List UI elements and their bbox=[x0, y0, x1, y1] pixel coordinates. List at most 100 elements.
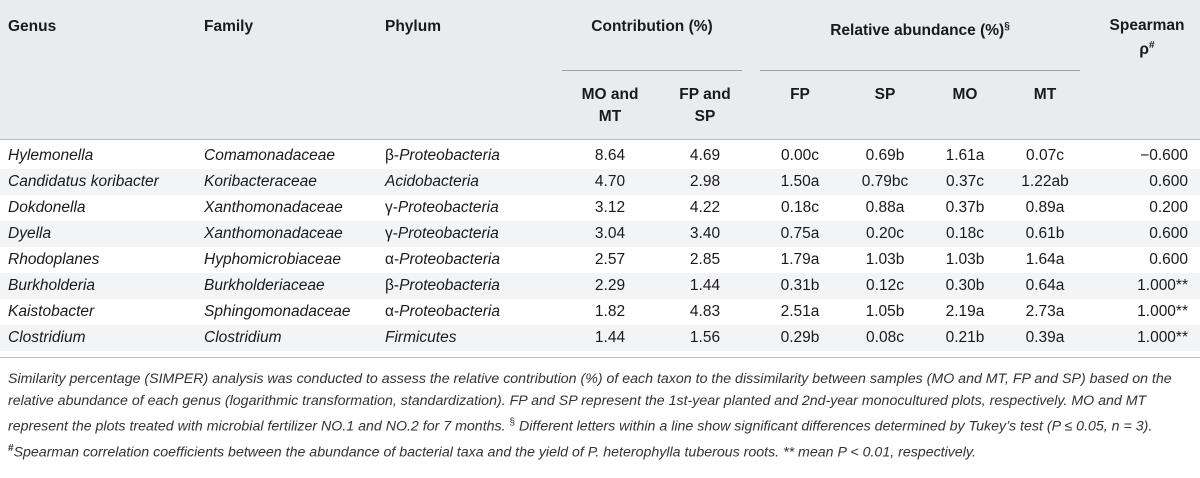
phylum-prefix: α- bbox=[385, 251, 400, 268]
cell-phylum: α-Proteobacteria bbox=[385, 303, 560, 321]
table-row: Rhodoplanes Hyphomicrobiaceae α-Proteobact… bbox=[0, 247, 1200, 273]
cell-family: Comamonadaceae bbox=[204, 147, 335, 164]
subheader-sp: SP bbox=[874, 86, 896, 103]
table-row: Hylemonella Comamonadaceae β-Proteobacteri… bbox=[0, 143, 1200, 169]
header-contribution: Contribution (%) bbox=[591, 18, 713, 35]
cell-abundance-mo: 0.37c bbox=[946, 173, 984, 190]
footnote-significance: ** mean P < 0.01, respectively. bbox=[783, 444, 976, 461]
cell-contribution-mo-mt: 3.12 bbox=[594, 199, 626, 216]
cell-phylum: β-Proteobacteria bbox=[385, 277, 560, 295]
table-row: Dyella Xanthomonadaceae γ-Proteobacteria 3.… bbox=[0, 221, 1200, 247]
phylum-name: Proteobacteria bbox=[399, 147, 500, 164]
subheader-mo-mt-line2: MT bbox=[598, 108, 622, 125]
cell-abundance-fp: 1.79a bbox=[780, 251, 820, 268]
header-spearman-label: Spearman bbox=[1109, 17, 1185, 34]
cell-abundance-mt: 1.22ab bbox=[1021, 173, 1069, 190]
phylum-prefix: γ- bbox=[385, 225, 398, 242]
cell-abundance-mt: 0.07c bbox=[1026, 147, 1064, 164]
cell-phylum: Acidobacteria bbox=[385, 173, 479, 190]
phylum-name: Proteobacteria bbox=[397, 225, 499, 242]
cell-abundance-mo: 0.18c bbox=[946, 225, 984, 242]
cell-abundance-fp: 1.50a bbox=[780, 173, 820, 190]
cell-family: Burkholderiaceae bbox=[204, 277, 325, 294]
cell-genus: Kaistobacter bbox=[8, 303, 95, 320]
subheader-fp-sp-line2: SP bbox=[694, 108, 716, 125]
cell-family: Koribacteraceae bbox=[204, 173, 317, 190]
footnote-spearman: Spearman correlation coefficients betwee… bbox=[13, 444, 780, 461]
cell-family: Sphingomonadaceae bbox=[204, 303, 351, 320]
cell-abundance-mo: 0.37b bbox=[945, 199, 985, 216]
cell-abundance-fp: 0.00c bbox=[781, 147, 819, 164]
cell-family: Hyphomicrobiaceae bbox=[204, 251, 341, 268]
header-relative-abundance-label: Relative abundance (%) bbox=[830, 22, 1005, 40]
cell-contribution-mo-mt: 1.44 bbox=[594, 329, 626, 346]
cell-contribution-fp-sp: 3.40 bbox=[689, 225, 721, 242]
cell-abundance-mt: 2.73a bbox=[1025, 303, 1065, 320]
cell-family: Xanthomonadaceae bbox=[204, 199, 343, 216]
cell-spearman-rho: 1.000** bbox=[1137, 277, 1188, 294]
cell-contribution-fp-sp: 1.56 bbox=[689, 329, 721, 346]
table-row: Clostridium Clostridium Firmicutes 1.44 1.56… bbox=[0, 325, 1200, 351]
cell-abundance-sp: 1.05b bbox=[865, 303, 905, 320]
cell-spearman-rho: 0.200 bbox=[1149, 199, 1188, 216]
header-phylum: Phylum bbox=[385, 18, 441, 35]
cell-abundance-fp: 0.31b bbox=[780, 277, 820, 294]
cell-genus: Clostridium bbox=[8, 329, 86, 346]
cell-genus: Candidatus koribacter bbox=[8, 173, 159, 190]
cell-phylum: α-Proteobacteria bbox=[385, 251, 560, 269]
cell-abundance-sp: 1.03b bbox=[865, 251, 905, 268]
phylum-name: Proteobacteria bbox=[399, 251, 500, 268]
cell-abundance-sp: 0.69b bbox=[865, 147, 905, 164]
cell-genus: Hylemonella bbox=[8, 147, 94, 164]
hash-mark: # bbox=[1149, 40, 1155, 51]
cell-abundance-mo: 0.21b bbox=[945, 329, 985, 346]
cell-genus: Dyella bbox=[8, 225, 52, 242]
header-bottom-rule bbox=[0, 139, 1200, 140]
cell-abundance-fp: 0.75a bbox=[780, 225, 820, 242]
cell-genus: Burkholderia bbox=[8, 277, 96, 294]
header-genus: Genus bbox=[8, 18, 57, 35]
footnote-section-mark: § bbox=[509, 417, 516, 428]
cell-spearman-rho: 0.600 bbox=[1149, 225, 1188, 242]
subheader-mo-mt: MO and MT bbox=[565, 84, 655, 128]
cell-abundance-mt: 0.89a bbox=[1025, 199, 1065, 216]
cell-contribution-fp-sp: 1.44 bbox=[689, 277, 721, 294]
cell-abundance-fp: 2.51a bbox=[780, 303, 820, 320]
cell-contribution-mo-mt: 1.82 bbox=[594, 303, 626, 320]
cell-spearman-rho: 1.000** bbox=[1137, 329, 1188, 346]
header-spearman-rho: ρ bbox=[1139, 41, 1150, 59]
phylum-name: Proteobacteria bbox=[399, 277, 500, 294]
cell-abundance-mt: 1.64a bbox=[1025, 251, 1065, 268]
phylum-prefix: β- bbox=[385, 277, 400, 294]
cell-contribution-fp-sp: 4.83 bbox=[689, 303, 721, 320]
cell-family: Xanthomonadaceae bbox=[204, 225, 343, 242]
cell-contribution-mo-mt: 2.57 bbox=[594, 251, 626, 268]
cell-contribution-mo-mt: 3.04 bbox=[594, 225, 626, 242]
subheader-fp-sp: FP and SP bbox=[660, 84, 750, 128]
cell-abundance-mt: 0.61b bbox=[1025, 225, 1065, 242]
cell-family: Clostridium bbox=[204, 329, 282, 346]
abundance-rule bbox=[760, 70, 1080, 71]
cell-abundance-sp: 0.08c bbox=[866, 329, 904, 346]
header-family: Family bbox=[204, 18, 254, 35]
cell-phylum: γ-Proteobacteria bbox=[385, 199, 560, 217]
cell-contribution-fp-sp: 2.98 bbox=[689, 173, 721, 190]
cell-abundance-mo: 2.19a bbox=[945, 303, 985, 320]
subheader-fp-sp-line1: FP and bbox=[679, 86, 731, 103]
table-bottom-rule bbox=[0, 357, 1200, 358]
cell-spearman-rho: 0.600 bbox=[1149, 251, 1188, 268]
subheader-fp: FP bbox=[790, 86, 810, 103]
cell-abundance-mo: 0.30b bbox=[945, 277, 985, 294]
cell-contribution-fp-sp: 4.22 bbox=[689, 199, 721, 216]
cell-phylum: γ-Proteobacteria bbox=[385, 225, 560, 243]
table-row: Kaistobacter Sphingomonadaceae α-Proteobac… bbox=[0, 299, 1200, 325]
subheader-mo: MO bbox=[952, 86, 978, 103]
table-header bbox=[0, 0, 1200, 139]
phylum-name: Proteobacteria bbox=[399, 303, 500, 320]
cell-phylum: Firmicutes bbox=[385, 329, 457, 346]
cell-abundance-mo: 1.03b bbox=[945, 251, 985, 268]
header-relative-abundance: Relative abundance (%)§ bbox=[760, 16, 1080, 42]
cell-phylum: β-Proteobacteria bbox=[385, 147, 560, 165]
cell-spearman-rho: 0.600 bbox=[1149, 173, 1188, 190]
